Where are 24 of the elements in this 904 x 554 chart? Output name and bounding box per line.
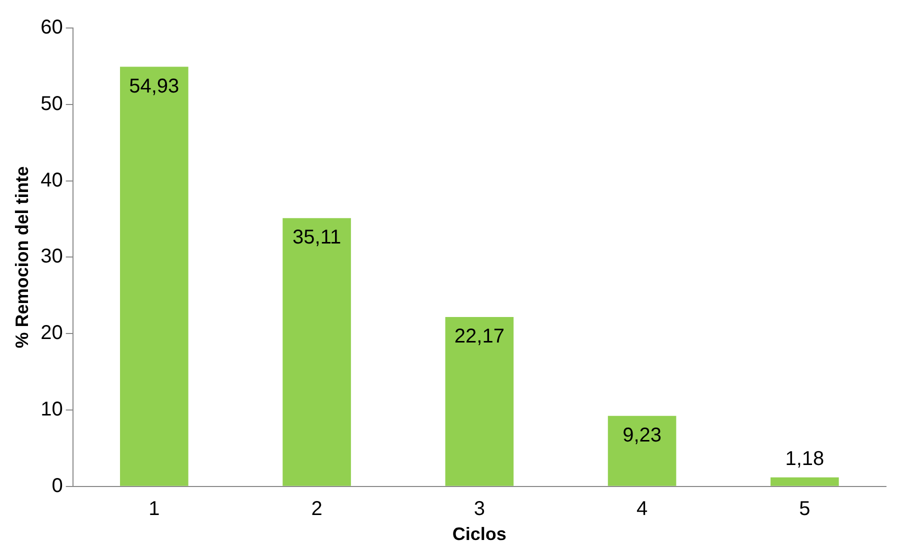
bar: [282, 218, 351, 486]
y-tick-label: 0: [52, 474, 63, 497]
y-axis-title: % Remocion del tinte: [12, 166, 32, 348]
y-tick-label: 40: [40, 169, 63, 192]
y-tick-label: 20: [40, 322, 63, 344]
x-tick-label: 1: [148, 498, 160, 520]
bar: [445, 317, 514, 486]
y-tick-label: 50: [40, 92, 63, 115]
x-tick-label: 2: [311, 498, 322, 520]
bar: [770, 477, 839, 486]
data-label: 9,23: [622, 424, 662, 446]
bar: [608, 416, 676, 486]
data-label: 1,18: [785, 448, 824, 470]
y-tick-label: 10: [40, 398, 63, 421]
bar: [120, 66, 188, 486]
x-tick-label: 5: [799, 498, 810, 520]
data-label: 22,17: [454, 326, 504, 348]
x-tick-label: 3: [474, 498, 485, 520]
x-axis-title: Ciclos: [452, 524, 506, 544]
y-tick-label: 60: [40, 16, 63, 39]
y-tick-label: 30: [40, 246, 63, 268]
data-label: 35,11: [292, 226, 342, 249]
x-tick-label: 4: [636, 498, 648, 520]
data-label: 54,93: [129, 75, 180, 98]
